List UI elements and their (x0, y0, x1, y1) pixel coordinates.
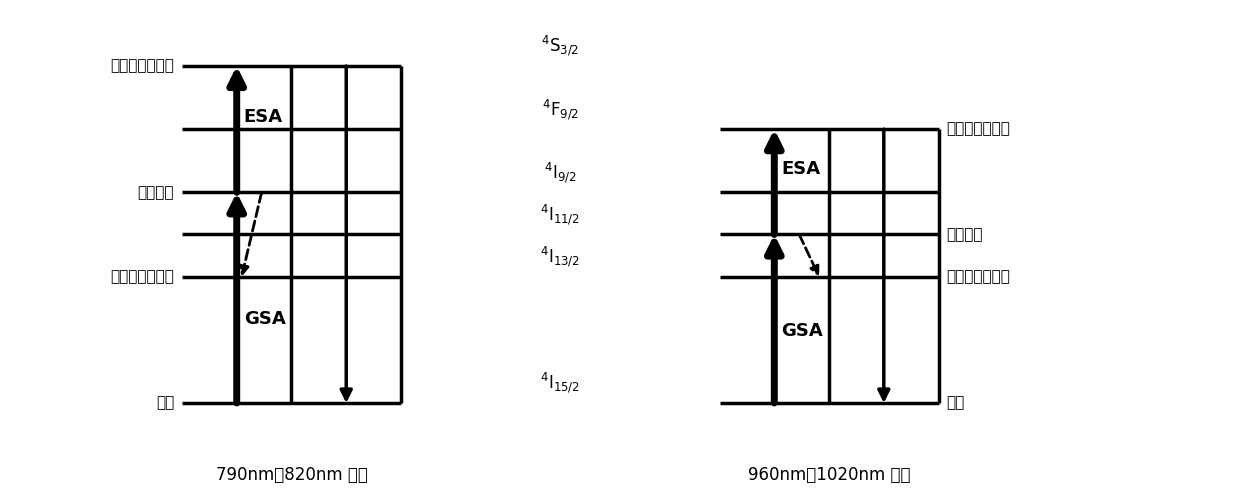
Text: $^4\mathrm{I}_{11/2}$: $^4\mathrm{I}_{11/2}$ (541, 202, 580, 227)
Text: 790nm～820nm 激发: 790nm～820nm 激发 (216, 466, 367, 484)
Text: ESA: ESA (781, 160, 821, 178)
Text: GSA: GSA (781, 322, 823, 341)
Text: 上转换中间能级: 上转换中间能级 (946, 269, 1011, 284)
Text: 基态: 基态 (156, 395, 174, 411)
Text: 泵浦能级: 泵浦能级 (138, 185, 174, 200)
Text: 泵浦能级: 泵浦能级 (946, 227, 983, 242)
Text: $^4\mathrm{I}_{15/2}$: $^4\mathrm{I}_{15/2}$ (541, 371, 580, 395)
Text: 基态: 基态 (946, 395, 965, 411)
Text: GSA: GSA (244, 310, 285, 328)
Text: ESA: ESA (244, 107, 283, 125)
Text: $^4\mathrm{I}_{13/2}$: $^4\mathrm{I}_{13/2}$ (541, 245, 580, 269)
Text: 上转换发光能级: 上转换发光能级 (946, 122, 1011, 137)
Text: $^4\mathrm{I}_{9/2}$: $^4\mathrm{I}_{9/2}$ (544, 160, 577, 185)
Text: $^4\mathrm{S}_{3/2}$: $^4\mathrm{S}_{3/2}$ (542, 34, 579, 58)
Text: $^4\mathrm{F}_{9/2}$: $^4\mathrm{F}_{9/2}$ (542, 97, 579, 122)
Text: 960nm～1020nm 激发: 960nm～1020nm 激发 (748, 466, 910, 484)
Text: 上转换中间能级: 上转换中间能级 (110, 269, 174, 284)
Text: 上转换发光能级: 上转换发光能级 (110, 58, 174, 74)
